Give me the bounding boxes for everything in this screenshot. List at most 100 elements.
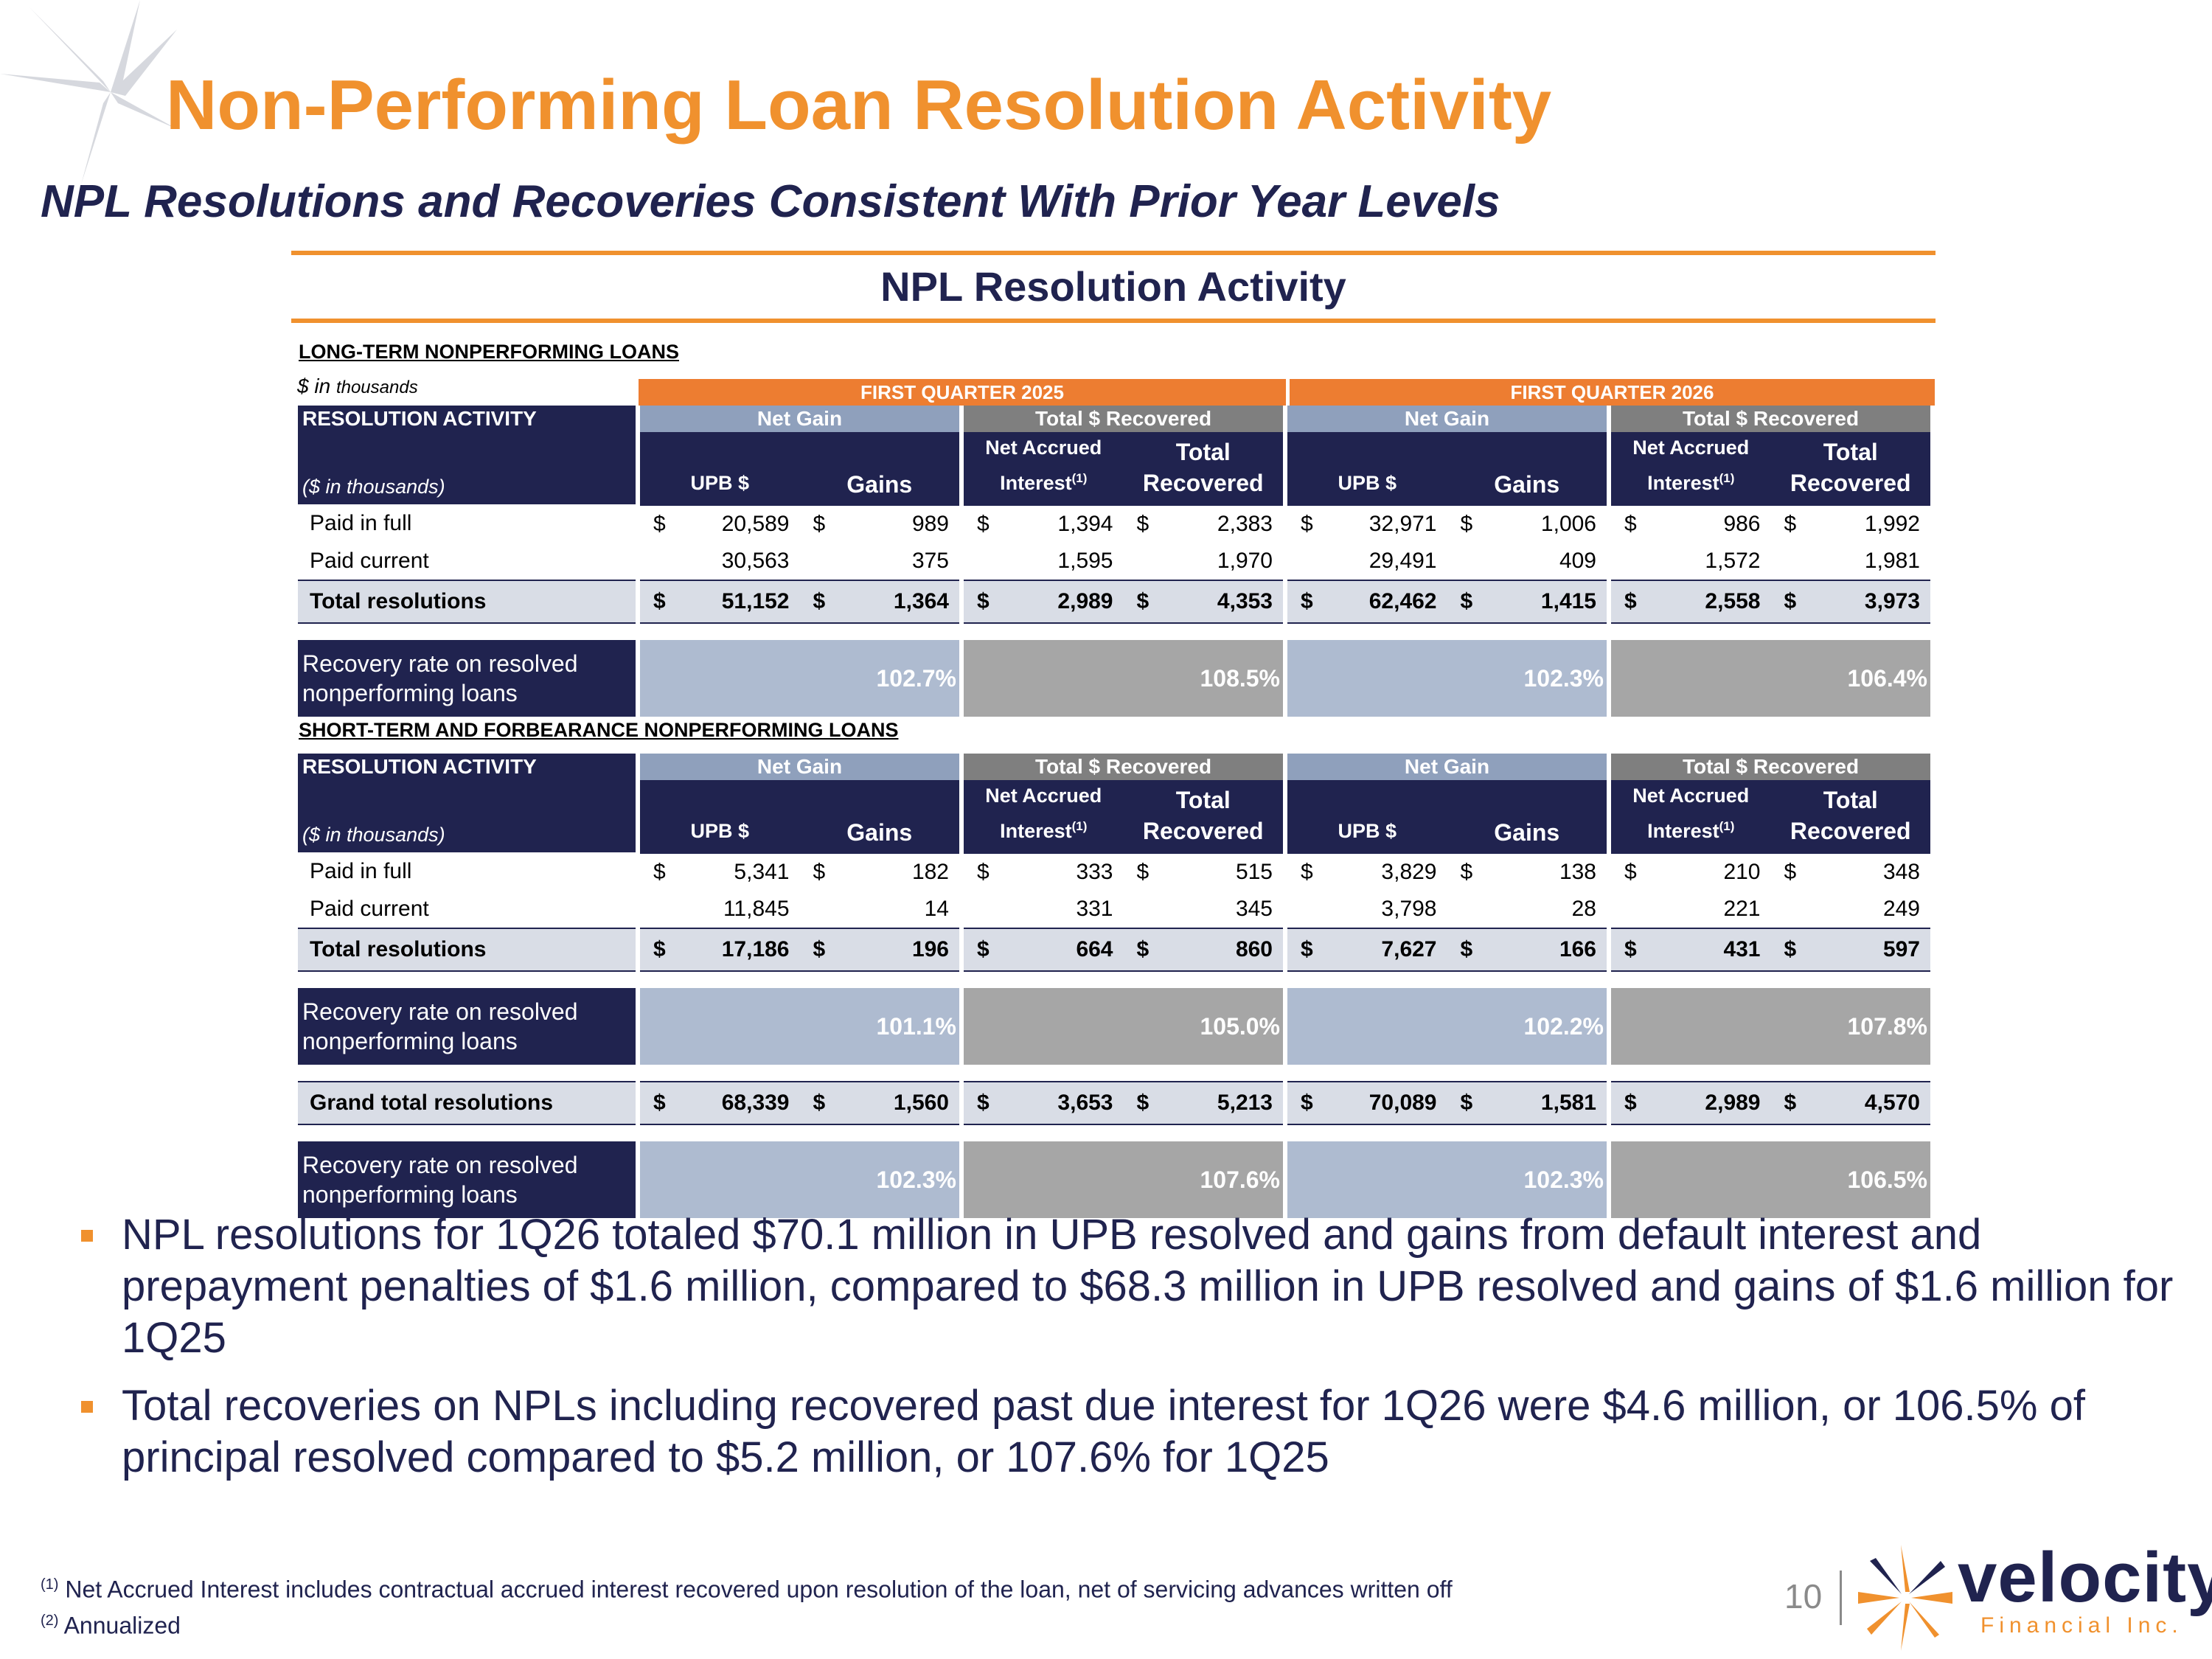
recovery-rate-value: 102.2% xyxy=(1287,988,1607,1065)
resolution-activity-header: RESOLUTION ACTIVITY xyxy=(298,754,636,780)
units-header: ($ in thousands) xyxy=(298,432,636,504)
decorative-star-graphic xyxy=(0,0,177,184)
recovery-rate-value: 106.5% xyxy=(1611,1141,1930,1218)
value-number: 2,989 xyxy=(1705,1091,1761,1115)
currency-symbol: $ xyxy=(1301,589,1313,613)
value-cell: 30,563 375 xyxy=(640,549,959,574)
value-group: $210 $348 xyxy=(1611,852,1930,891)
value-number: 29,491 xyxy=(1368,549,1437,573)
recovery-rate-value: 102.7% xyxy=(640,640,959,717)
value-cell: 1,595 1,970 xyxy=(964,549,1283,574)
value-number: 221 xyxy=(1723,897,1761,921)
value-group: $62,462 $1,415 xyxy=(1287,580,1607,624)
value-cell: $2,989 $4,353 xyxy=(964,589,1283,614)
value-number: 14 xyxy=(924,897,949,921)
currency-symbol: $ xyxy=(1136,937,1150,961)
net-gain-header-2026: Net Gain xyxy=(1287,754,1607,780)
velocity-logo-icon xyxy=(1858,1545,1952,1651)
value-number: 1,581 xyxy=(1540,1091,1596,1115)
currency-symbol: $ xyxy=(813,512,826,536)
value-group: $7,627 $166 xyxy=(1287,928,1607,972)
currency-symbol: $ xyxy=(977,512,990,536)
recovery-rate-row: Recovery rate on resolved nonperforming … xyxy=(298,640,1930,717)
value-group: 29,491 409 xyxy=(1287,543,1607,580)
value-cell: $2,989 $4,570 xyxy=(1611,1091,1930,1116)
value-group: $68,339 $1,560 xyxy=(640,1081,959,1125)
currency-symbol: $ xyxy=(653,860,666,884)
row-label: Paid current xyxy=(298,543,636,580)
value-number: 30,563 xyxy=(721,549,790,573)
footnote-2: (2) Annualized xyxy=(41,1612,181,1639)
page-subtitle: NPL Resolutions and Recoveries Consisten… xyxy=(41,176,1500,227)
value-cell: $5,341 $182 xyxy=(640,860,959,885)
total-recovered-header: Total Recovered xyxy=(1790,787,1911,844)
value-group: $431 $597 xyxy=(1611,928,1930,972)
net-accrued-interest-header: Net Accrued Interest(1) xyxy=(1632,437,1750,494)
panel-title: NPL Resolution Activity xyxy=(880,263,1346,310)
recovery-rate-value: 102.3% xyxy=(1287,1141,1607,1218)
value-group: $2,989 $4,570 xyxy=(1611,1081,1930,1125)
units-note-suffix: thousands xyxy=(335,378,418,397)
gains-header: Gains xyxy=(1494,471,1560,498)
value-number: 348 xyxy=(1882,860,1920,884)
net-gain-header-2026: Net Gain xyxy=(1287,406,1607,432)
value-number: 597 xyxy=(1882,937,1920,961)
value-cell: $1,394 $2,383 xyxy=(964,512,1283,537)
value-number: 3,653 xyxy=(1057,1091,1113,1115)
currency-symbol: $ xyxy=(1784,589,1797,613)
bullet-item: NPL resolutions for 1Q26 totaled $70.1 m… xyxy=(81,1209,2205,1364)
bullet-list: NPL resolutions for 1Q26 totaled $70.1 m… xyxy=(81,1209,2205,1500)
currency-symbol: $ xyxy=(1624,860,1637,884)
value-cell: $2,558 $3,973 xyxy=(1611,589,1930,614)
net-accrued-interest-header: Net Accrued Interest(1) xyxy=(1632,785,1750,842)
row-label: Total resolutions xyxy=(298,928,636,972)
currency-symbol: $ xyxy=(813,589,826,613)
bullet-square-icon xyxy=(81,1230,93,1242)
value-cell: $210 $348 xyxy=(1611,860,1930,885)
value-number: 68,339 xyxy=(721,1091,790,1115)
recovery-rate-value: 106.4% xyxy=(1611,640,1930,717)
value-group: $333 $515 xyxy=(964,852,1283,891)
row-label: Paid in full xyxy=(298,504,636,543)
value-number: 331 xyxy=(1076,897,1113,921)
currency-symbol: $ xyxy=(977,589,990,613)
row-label: Paid current xyxy=(298,891,636,928)
currency-symbol: $ xyxy=(977,937,990,961)
table-row: Paid in full $20,589 $989 $1,394 $2,383 $32,9… xyxy=(298,504,1930,543)
table-row: Paid current 30,563 375 1,595 1,970 29,491 409… xyxy=(298,543,1930,580)
page-number-divider xyxy=(1840,1571,1842,1625)
value-number: 1,970 xyxy=(1217,549,1273,573)
currency-symbol: $ xyxy=(977,860,990,884)
value-number: 32,971 xyxy=(1368,512,1437,536)
logo-subtitle: Financial Inc. xyxy=(1980,1613,2183,1638)
page-number: 10 xyxy=(1784,1577,1823,1615)
group-header-row: RESOLUTION ACTIVITY Net Gain Total $ Rec… xyxy=(298,406,1930,432)
value-group: $2,989 $4,353 xyxy=(964,580,1283,624)
bullet-item: Total recoveries on NPLs including recov… xyxy=(81,1380,2205,1484)
recovery-rate-value: 102.3% xyxy=(640,1141,959,1218)
quarter-header-2025: FIRST QUARTER 2025 xyxy=(639,379,1286,406)
currency-symbol: $ xyxy=(977,1091,990,1115)
footnote-1: (1) Net Accrued Interest includes contra… xyxy=(41,1576,1453,1603)
net-accrued-interest-header: Net Accrued Interest(1) xyxy=(985,785,1102,842)
total-row: Total resolutions $17,186 $196 $664 $860 $7,6… xyxy=(298,928,1930,972)
total-recovered-header: Total Recovered xyxy=(1142,787,1264,844)
column-header-row: ($ in thousands) UPB $ Gains Net Accrued… xyxy=(298,780,1930,852)
value-group: $5,341 $182 xyxy=(640,852,959,891)
value-number: 249 xyxy=(1882,897,1920,921)
recovered-columns-2026: Net Accrued Interest(1) Total Recovered xyxy=(1611,432,1930,504)
net-gain-columns-2026: UPB $ Gains xyxy=(1287,780,1607,852)
value-number: 4,570 xyxy=(1864,1091,1920,1115)
value-cell: $431 $597 xyxy=(1611,937,1930,962)
value-number: 1,415 xyxy=(1540,589,1596,613)
currency-symbol: $ xyxy=(1624,1091,1637,1115)
currency-symbol: $ xyxy=(813,860,826,884)
value-number: 70,089 xyxy=(1368,1091,1437,1115)
currency-symbol: $ xyxy=(1460,937,1473,961)
value-number: 375 xyxy=(911,549,949,573)
upb-header: UPB $ xyxy=(690,472,750,494)
value-number: 1,595 xyxy=(1057,549,1113,573)
value-number: 989 xyxy=(911,512,949,536)
total-row: Total resolutions $51,152 $1,364 $2,989 $4,3… xyxy=(298,580,1930,624)
net-gain-columns-2026: UPB $ Gains xyxy=(1287,432,1607,504)
